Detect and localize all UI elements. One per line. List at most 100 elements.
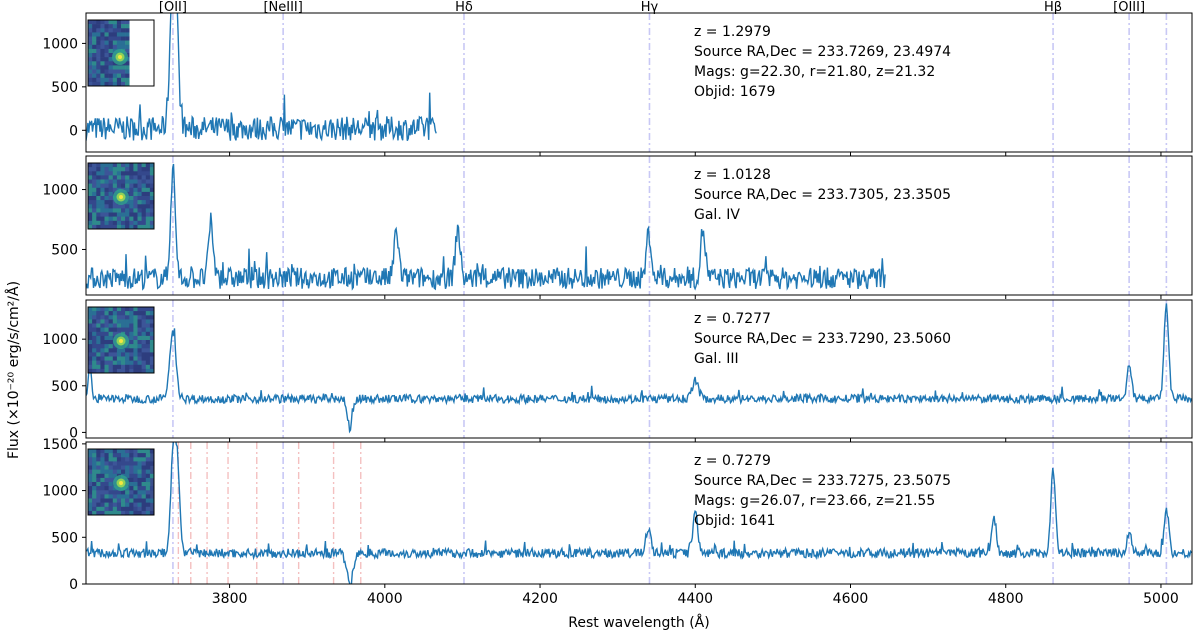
thumbnail-pixel <box>145 473 151 479</box>
thumbnail-pixel <box>129 368 134 374</box>
thumbnail-pixel <box>125 315 130 320</box>
thumbnail-pixel <box>125 183 130 189</box>
thumbnail-pixel <box>137 327 142 333</box>
thumbnail-pixel <box>108 40 114 46</box>
thumbnail-pixel <box>112 20 118 25</box>
thumbnail-pixel <box>141 204 147 209</box>
thumbnail-pixel <box>133 212 138 217</box>
thumbnail-pixel <box>100 465 105 470</box>
thumbnail-pixel <box>108 482 114 487</box>
thumbnail-pixel <box>149 307 155 312</box>
thumbnail-pixel <box>133 368 138 374</box>
thumbnail-pixel <box>149 486 155 491</box>
thumbnail-pixel <box>96 187 101 193</box>
thumbnail-pixel <box>96 506 101 512</box>
thumbnail-pixel <box>104 465 109 470</box>
thumbnail-pixel <box>121 494 126 499</box>
thumbnail-pixel <box>96 368 101 374</box>
thumbnail-pixel <box>125 28 130 33</box>
thumbnail-pixel <box>133 477 138 483</box>
thumbnail-pixel <box>96 486 101 491</box>
thumbnail-pixel <box>125 77 130 83</box>
thumbnail-pixel <box>108 331 114 337</box>
thumbnail-pixel <box>116 364 122 370</box>
thumbnail-pixel <box>149 461 155 466</box>
thumbnail-pixel <box>108 36 114 41</box>
thumbnail-pixel <box>88 40 93 46</box>
thumbnail-pixel <box>96 69 101 74</box>
panel-info-text: Mags: g=26.07, r=23.66, z=21.55 <box>694 493 935 509</box>
thumbnail-pixel <box>141 360 147 366</box>
thumbnail-pixel <box>145 327 151 333</box>
thumbnail-pixel <box>129 224 134 230</box>
thumbnail-pixel <box>96 36 101 41</box>
thumbnail-pixel <box>100 175 105 180</box>
thumbnail-pixel <box>149 196 155 201</box>
thumbnail-pixel <box>92 469 97 475</box>
thumbnail-pixel <box>112 183 118 189</box>
thumbnail-pixel <box>104 494 109 499</box>
thumbnail-pixel <box>112 502 118 508</box>
thumbnail-pixel <box>88 212 93 217</box>
thumbnail-pixel <box>145 183 151 189</box>
y-tick-label: 500 <box>51 80 78 96</box>
thumbnail-pixel <box>100 40 105 46</box>
thumbnail-frame <box>87 448 155 516</box>
thumbnail-pixel <box>121 179 126 184</box>
thumbnail-pixel <box>92 179 97 184</box>
thumbnail-pixel <box>96 449 101 454</box>
thumbnail-pixel <box>112 171 118 176</box>
thumbnail-pixel <box>141 315 147 320</box>
thumbnail-pixel <box>145 311 151 316</box>
thumbnail-pixel <box>125 73 130 79</box>
thumbnail-pixel <box>125 364 130 370</box>
thumbnail-pixel <box>96 360 101 366</box>
thumbnail-pixel <box>125 212 130 217</box>
thumbnail-pixel <box>88 61 93 66</box>
thumbnail-pixel <box>133 465 138 470</box>
thumbnail-pixel <box>92 204 97 209</box>
thumbnail-pixel <box>145 486 151 491</box>
thumbnail-pixel <box>88 196 93 201</box>
thumbnail-pixel <box>108 344 114 349</box>
thumbnail-pixel <box>92 307 97 312</box>
thumbnail-pixel <box>125 469 130 475</box>
thumbnail-pixel <box>133 502 138 508</box>
thumbnail-pixel <box>137 482 142 487</box>
thumbnail-pixel <box>100 449 105 454</box>
thumbnail-pixel <box>96 73 101 79</box>
thumbnail-pixel <box>96 307 101 312</box>
thumbnail-pixel <box>133 179 138 184</box>
thumbnail-pixel <box>88 506 93 512</box>
thumbnail-pixel <box>133 196 138 201</box>
thumbnail-pixel <box>88 453 93 458</box>
thumbnail-pixel <box>141 364 147 370</box>
thumbnail-pixel <box>145 340 151 345</box>
thumbnail-pixel <box>149 352 155 357</box>
thumbnail-pixel <box>129 167 134 172</box>
thumbnail-pixel <box>108 73 114 79</box>
thumbnail-pixel <box>133 191 138 197</box>
thumbnail-pixel <box>108 20 114 25</box>
thumbnail-pixel <box>149 360 155 366</box>
thumbnail-pixel <box>137 335 142 341</box>
thumbnail-pixel <box>112 163 118 168</box>
thumbnail-pixel <box>145 200 151 205</box>
thumbnail-pixel <box>137 352 142 357</box>
thumbnail-pixel <box>149 315 155 320</box>
thumbnail-pixel <box>100 20 105 25</box>
thumbnail-pixel <box>100 473 105 479</box>
thumbnail-pixel <box>96 32 101 37</box>
thumbnail-pixel <box>96 453 101 458</box>
thumbnail-pixel <box>129 453 134 458</box>
thumbnail-pixel <box>149 331 155 337</box>
thumbnail-pixel <box>125 24 130 29</box>
thumbnail-pixel <box>100 81 105 87</box>
panels-group: 0 500 1000 z = 1.2979 Source RA,Dec = 233.72… <box>42 12 1193 593</box>
thumbnail-pixel <box>96 473 101 479</box>
thumbnail-pixel <box>96 175 101 180</box>
thumbnail-pixel <box>108 77 114 83</box>
thumbnail-pixel <box>88 171 93 176</box>
thumbnail-pixel <box>88 482 93 487</box>
